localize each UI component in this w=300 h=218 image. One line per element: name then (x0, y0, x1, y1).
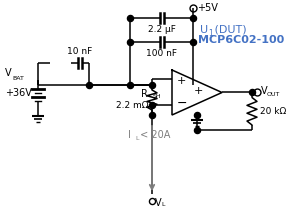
Text: 20 kΩ: 20 kΩ (260, 107, 286, 116)
Text: 2.2 mΩ: 2.2 mΩ (116, 102, 148, 111)
Text: (DUT): (DUT) (211, 25, 247, 35)
Text: V: V (155, 198, 162, 208)
Text: OUT: OUT (267, 92, 280, 97)
Text: −: − (177, 97, 188, 110)
Text: 100 nF: 100 nF (146, 49, 177, 58)
Text: 2.2 μF: 2.2 μF (148, 25, 176, 34)
Text: U: U (200, 25, 208, 35)
Text: MCP6C02-100: MCP6C02-100 (198, 35, 284, 45)
Text: +36V: +36V (5, 88, 32, 98)
Text: V: V (261, 87, 268, 97)
Text: 1: 1 (208, 29, 213, 37)
Text: < 20A: < 20A (137, 130, 170, 140)
Text: I: I (128, 130, 131, 140)
Text: +: + (177, 77, 186, 87)
Text: L: L (161, 203, 164, 208)
Text: BAT: BAT (12, 76, 24, 81)
Text: 10 nF: 10 nF (68, 47, 93, 56)
Text: SH: SH (153, 94, 162, 99)
Text: R: R (141, 89, 148, 99)
Text: +: + (193, 87, 203, 97)
Text: +5V: +5V (197, 3, 218, 13)
Text: V: V (5, 68, 12, 78)
Text: L: L (135, 136, 139, 140)
